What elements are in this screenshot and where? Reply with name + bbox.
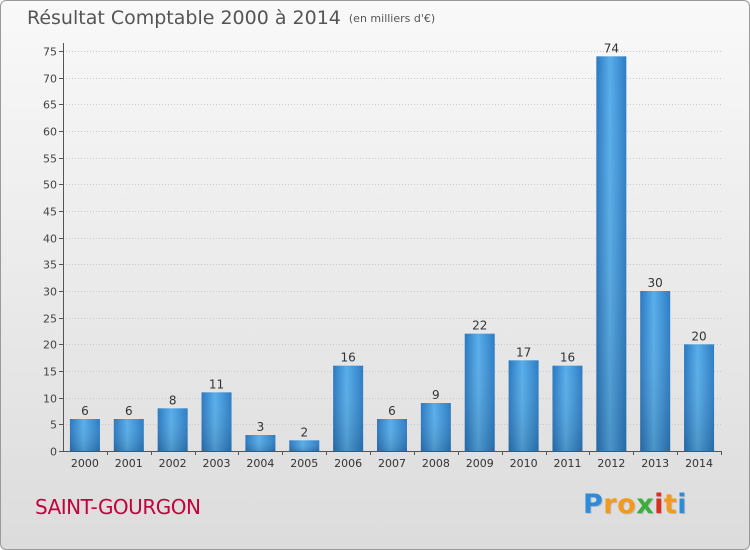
x-tick-label-2005: 2005 bbox=[290, 457, 318, 470]
bars bbox=[69, 56, 715, 451]
x-tick-label-2014: 2014 bbox=[685, 457, 713, 470]
value-label-2013: 30 bbox=[648, 276, 663, 290]
y-tick-label: 45 bbox=[43, 206, 57, 219]
x-tick-label-2007: 2007 bbox=[378, 457, 406, 470]
y-tick-label: 65 bbox=[43, 99, 57, 112]
y-tick-label: 60 bbox=[43, 126, 57, 139]
value-labels: 6 6 8 11 3 2 16 6 9 22 17 16 74 30 20 bbox=[81, 41, 707, 439]
chart-units: (en milliers d'€) bbox=[348, 12, 436, 25]
proxiti-logo[interactable]: Proxiti bbox=[583, 489, 687, 520]
bar-shade-2008 bbox=[420, 403, 451, 451]
value-label-2002: 8 bbox=[169, 393, 177, 407]
value-label-2008: 9 bbox=[432, 388, 440, 402]
value-label-2012: 74 bbox=[604, 41, 619, 55]
value-label-2009: 22 bbox=[472, 319, 487, 333]
x-tick-label-2012: 2012 bbox=[597, 457, 625, 470]
value-label-2006: 16 bbox=[340, 351, 355, 365]
axes: 0 5 10 15 20 25 30 35 40 45 50 55 60 65 70 75 2000 2001 20… bbox=[43, 43, 722, 470]
bar-shade-2006 bbox=[333, 365, 364, 451]
x-tick-label-2004: 2004 bbox=[246, 457, 274, 470]
bar-shade-2004 bbox=[245, 435, 276, 451]
value-label-2010: 17 bbox=[516, 345, 531, 359]
y-tick-label: 20 bbox=[43, 339, 57, 352]
bar-shade-2011 bbox=[552, 365, 583, 451]
x-tick-label-2002: 2002 bbox=[159, 457, 187, 470]
chart-title-text: Résultat Comptable 2000 à 2014 bbox=[27, 7, 341, 29]
bar-shade-2005 bbox=[289, 440, 320, 451]
x-tick-label-2010: 2010 bbox=[510, 457, 538, 470]
x-tick-label-2003: 2003 bbox=[203, 457, 231, 470]
y-tick-label: 55 bbox=[43, 153, 57, 166]
y-tick-label: 35 bbox=[43, 259, 57, 272]
logo-letter: o bbox=[617, 489, 637, 520]
logo-letter: i bbox=[677, 489, 688, 520]
logo-letter: i bbox=[654, 489, 664, 520]
y-tick-label: 75 bbox=[43, 46, 57, 59]
y-tick-label: 25 bbox=[43, 313, 57, 326]
bar-shade-2007 bbox=[377, 419, 407, 451]
logo-letter: t bbox=[663, 489, 678, 520]
logo-letter: r bbox=[603, 489, 618, 520]
bar-shade-2014 bbox=[684, 344, 715, 451]
x-tick-label-2006: 2006 bbox=[334, 457, 362, 470]
bar-shade-2000 bbox=[69, 419, 100, 451]
value-label-2003: 11 bbox=[209, 377, 224, 391]
y-tick-label: 50 bbox=[43, 179, 57, 192]
x-tick-label-2001: 2001 bbox=[115, 457, 143, 470]
logo-letter: x bbox=[636, 489, 655, 520]
y-tick-label: 5 bbox=[50, 419, 57, 432]
x-tick-label-2008: 2008 bbox=[422, 457, 450, 470]
bar-shade-2001 bbox=[113, 419, 144, 451]
value-label-2005: 2 bbox=[300, 425, 308, 439]
bar-shade-2012 bbox=[596, 56, 627, 451]
x-tick-label-2009: 2009 bbox=[466, 457, 494, 470]
value-label-2004: 3 bbox=[257, 420, 265, 434]
value-label-2014: 20 bbox=[691, 329, 706, 343]
bar-shade-2002 bbox=[157, 408, 188, 451]
bar-shade-2009 bbox=[464, 333, 495, 451]
x-tick-label-2013: 2013 bbox=[641, 457, 669, 470]
y-tick-label: 0 bbox=[50, 446, 57, 459]
value-label-2001: 6 bbox=[125, 404, 133, 418]
logo-letter: P bbox=[583, 489, 604, 520]
value-label-2000: 6 bbox=[81, 404, 89, 418]
chart-title: Résultat Comptable 2000 à 2014 (en millie… bbox=[27, 7, 435, 29]
y-tick-label: 30 bbox=[43, 286, 57, 299]
x-tick-label-2000: 2000 bbox=[71, 457, 99, 470]
y-tick-label: 10 bbox=[43, 393, 57, 406]
value-label-2011: 16 bbox=[560, 351, 575, 365]
bar-shade-2003 bbox=[201, 392, 232, 451]
bar-shade-2013 bbox=[640, 291, 671, 451]
y-tick-label: 15 bbox=[43, 366, 57, 379]
x-tick-label-2011: 2011 bbox=[553, 457, 581, 470]
bar-shade-2010 bbox=[508, 360, 539, 451]
y-tick-label: 70 bbox=[43, 73, 57, 86]
value-label-2007: 6 bbox=[388, 404, 396, 418]
commune-name: SAINT-GOURGON bbox=[35, 495, 201, 519]
y-tick-label: 40 bbox=[43, 233, 57, 246]
